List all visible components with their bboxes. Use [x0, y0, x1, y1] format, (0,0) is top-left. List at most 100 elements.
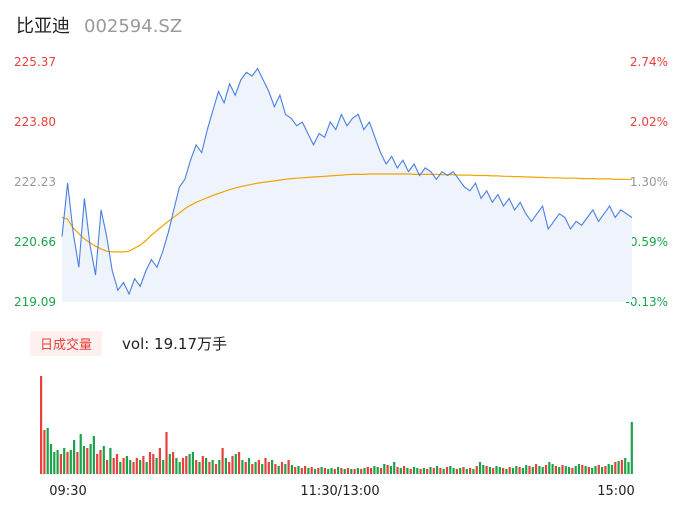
volume-bar — [92, 436, 95, 474]
x-tick-1: 11:30/13:00 — [300, 484, 379, 499]
volume-bar — [43, 430, 46, 474]
y-tick-right-1: 2.02% — [630, 115, 668, 129]
volume-bar — [511, 468, 515, 474]
volume-bar — [614, 462, 617, 474]
volume-bar — [541, 467, 544, 474]
volume-bar — [343, 469, 346, 474]
volume-bar — [432, 468, 435, 474]
stock-title: 比亚迪 002594.SZ — [16, 12, 182, 40]
price-panel: 225.37 2.74% 223.80 2.02% 222.23 1.30% 220.66 0… — [14, 55, 668, 309]
volume-bar — [178, 462, 181, 474]
volume-bar — [452, 468, 455, 474]
volume-bar — [330, 468, 333, 474]
volume-bar — [165, 432, 168, 474]
volume-bar — [323, 468, 326, 474]
volume-bar — [234, 454, 237, 474]
volume-bar — [445, 467, 449, 474]
volume-bar — [132, 462, 135, 474]
volume-bar — [86, 448, 89, 474]
volume-bar — [581, 465, 584, 474]
volume-bar — [115, 454, 119, 474]
volume-bar — [597, 465, 600, 474]
volume-bar — [155, 458, 158, 474]
volume-bar — [406, 468, 409, 474]
y-tick-right-0: 2.74% — [630, 55, 668, 69]
volume-bar — [383, 464, 386, 474]
volume-bar — [535, 464, 538, 474]
volume-bar — [551, 464, 554, 474]
volume-bar — [66, 452, 69, 474]
volume-bar — [254, 462, 257, 474]
volume-bar — [231, 456, 234, 474]
volume-bar — [518, 467, 521, 474]
volume-bar — [379, 468, 383, 474]
volume-bar — [416, 468, 419, 474]
volume-bar — [475, 466, 478, 474]
volume-bar — [188, 454, 191, 474]
volume-bar — [624, 458, 627, 474]
volume-bar — [106, 460, 109, 474]
volume-bar — [350, 469, 353, 474]
volume-bar — [462, 467, 465, 474]
volume-panel — [40, 376, 633, 474]
volume-bar — [478, 462, 482, 474]
volume-bar — [79, 434, 82, 474]
volume-bar — [310, 467, 313, 474]
volume-bar — [591, 468, 594, 474]
volume-bar — [168, 454, 171, 474]
volume-bar — [412, 467, 416, 474]
volume-bar — [607, 464, 610, 474]
volume-bar — [366, 467, 369, 474]
volume-bar — [76, 452, 79, 474]
volume-bar — [46, 428, 49, 474]
volume-bar — [148, 452, 152, 474]
volume-bar — [277, 466, 280, 474]
volume-bar — [571, 468, 574, 474]
volume-bar — [290, 465, 293, 474]
volume-bar — [399, 468, 402, 474]
volume-bar — [102, 446, 105, 474]
volume-bar — [436, 466, 439, 474]
volume-bar — [422, 468, 425, 474]
volume-bar — [82, 446, 86, 474]
volume-bar — [577, 464, 581, 474]
volume-header: 日成交量 vol: 19.17万手 — [30, 330, 228, 356]
price-area — [62, 68, 632, 302]
volume-bar — [459, 468, 462, 474]
stock-code: 002594.SZ — [84, 16, 183, 37]
volume-bar — [544, 465, 548, 474]
volume-bar — [264, 458, 267, 474]
volume-bar — [109, 448, 112, 474]
stock-name: 比亚迪 — [16, 16, 70, 37]
volume-bar — [601, 467, 604, 474]
volume-bar — [284, 464, 287, 474]
volume-readout: vol: 19.17万手 — [122, 334, 228, 353]
volume-bar — [373, 466, 376, 474]
volume-bar — [261, 464, 264, 474]
volume-bar — [304, 466, 307, 474]
volume-bar — [53, 452, 56, 474]
volume-bar — [465, 469, 468, 474]
volume-bar — [627, 462, 630, 474]
volume-bar — [73, 440, 76, 474]
volume-bar — [439, 468, 442, 474]
time-axis: 09:30 11:30/13:00 15:00 — [49, 484, 634, 499]
volume-bar — [346, 468, 350, 474]
volume-bar — [554, 466, 557, 474]
volume-bar — [393, 462, 396, 474]
volume-bar — [485, 466, 488, 474]
volume-bar — [558, 467, 561, 474]
volume-bar — [528, 466, 531, 474]
volume-bar — [244, 462, 247, 474]
volume-bar — [241, 460, 244, 474]
volume-bar — [274, 464, 277, 474]
volume-bar — [112, 458, 115, 474]
volume-bar — [568, 467, 571, 474]
volume-bar — [502, 468, 505, 474]
volume-bar — [191, 452, 194, 474]
volume-bar — [317, 468, 320, 474]
volume-bar — [152, 454, 155, 474]
volume-bar — [620, 460, 623, 474]
y-tick-right-4: -0.13% — [626, 295, 668, 309]
daily-volume-tab[interactable]: 日成交量 — [30, 330, 103, 356]
